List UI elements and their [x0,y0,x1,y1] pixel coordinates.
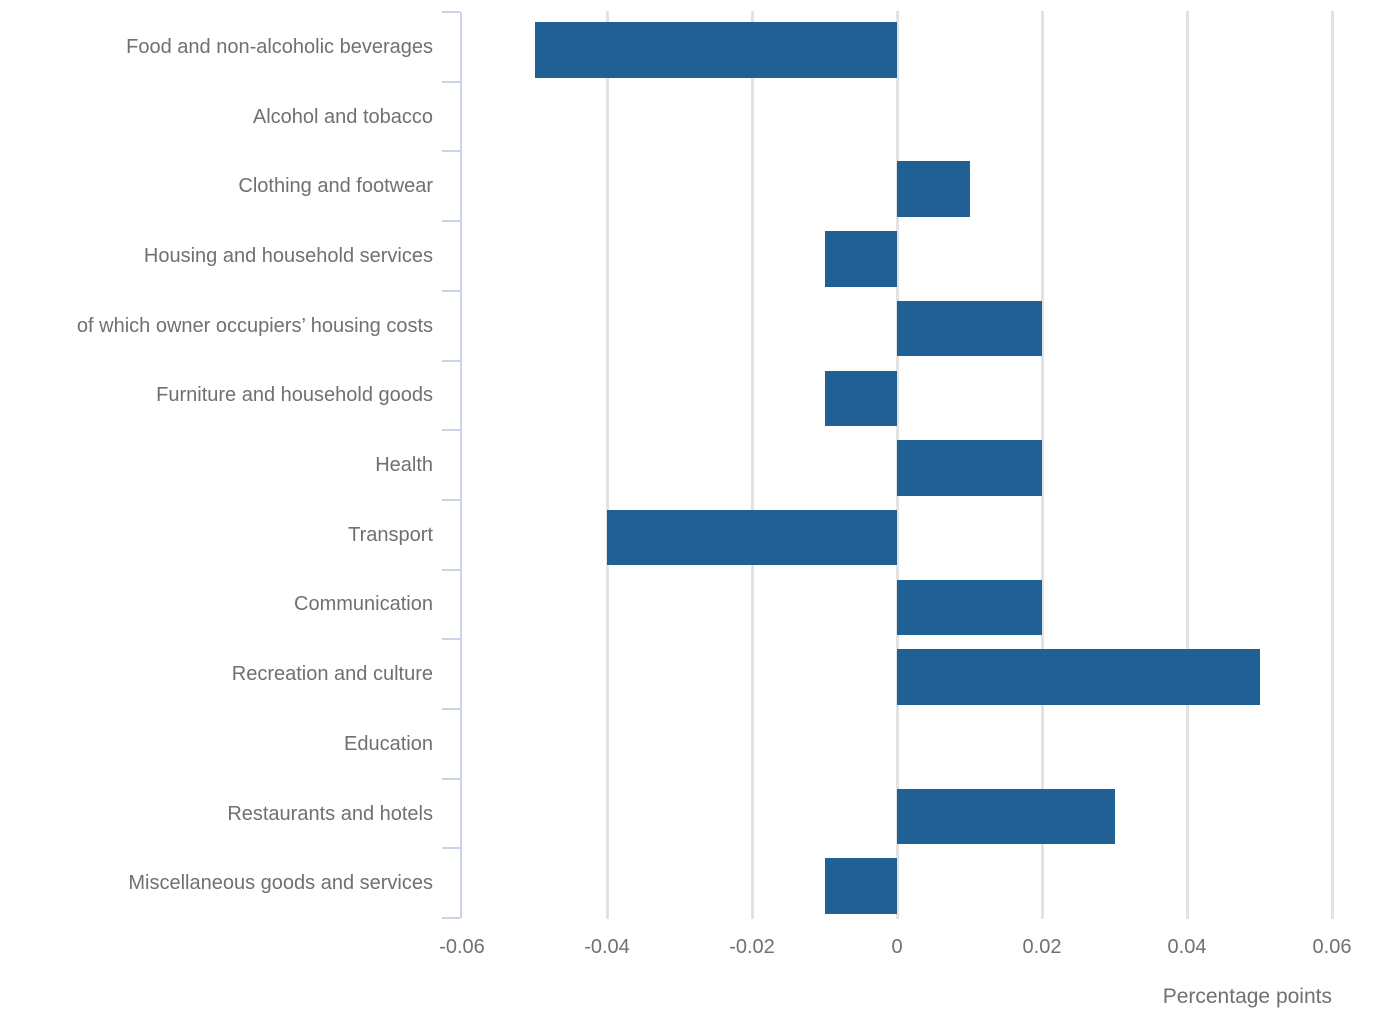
category-axis-line [460,12,462,919]
x-tick-label--0.04: -0.04 [584,936,630,958]
bar-miscellaneous-goods-and-services [824,858,897,914]
category-axis-tick [442,708,460,710]
category-axis-tick [442,777,460,780]
x-tick-label--0.02: -0.02 [729,936,775,958]
category-axis-tick [442,917,460,920]
category-axis-tick [442,80,460,83]
category-axis-tick [442,568,460,571]
bar-transport [607,509,897,566]
bar-housing-and-household-services [824,231,897,287]
category-axis-tick [442,359,460,362]
bar-furniture-and-household-goods [824,370,897,426]
category-axis-tick [442,429,460,432]
category-axis-tick [442,11,460,13]
category-label: Alcohol and tobacco [252,105,433,128]
gridline--0.04 [605,11,609,919]
gridline-0.06 [1330,11,1334,919]
x-tick-label-0.06: 0.06 [1312,936,1352,958]
gridline--0.02 [750,11,754,919]
category-axis-tick [442,289,460,292]
gridline-0.04 [1185,11,1189,919]
category-axis-tick [442,847,460,850]
bar-communication [897,579,1042,636]
category-axis-tick [442,220,460,223]
category-label: Housing and household services [143,244,433,267]
x-tick-label-0: 0 [891,936,903,958]
category-label: Education [344,732,433,755]
category-label: Health [375,454,433,477]
category-axis-tick [442,150,460,153]
gridline-0.02 [1040,11,1044,919]
x-tick-label--0.06: -0.06 [439,936,485,958]
bar-of-which-owner-occupiers-housing-costs [897,300,1042,357]
category-label: Clothing and footwear [238,175,433,198]
category-label: Transport [348,523,433,546]
category-axis-tick [442,638,460,641]
x-axis-title: Percentage points [1162,985,1332,1008]
x-tick-label-0.04: 0.04 [1167,936,1207,958]
bar-restaurants-and-hotels [897,788,1115,845]
bar-food-and-non-alcoholic-beverages [534,22,897,78]
category-label: Recreation and culture [231,663,433,686]
category-label: Miscellaneous goods and services [128,872,433,895]
category-label: Communication [294,593,433,616]
x-tick-label-0.02: 0.02 [1022,936,1062,958]
category-label: Restaurants and hotels [227,802,433,825]
category-axis-tick [442,498,460,501]
category-label: Food and non-alcoholic beverages [126,35,433,58]
bar-health [897,440,1042,496]
category-label: of which owner occupiers’ housing costs [76,314,433,337]
bar-clothing-and-footwear [897,161,970,217]
bar-recreation-and-culture [897,649,1260,705]
category-label: Furniture and household goods [156,384,433,407]
